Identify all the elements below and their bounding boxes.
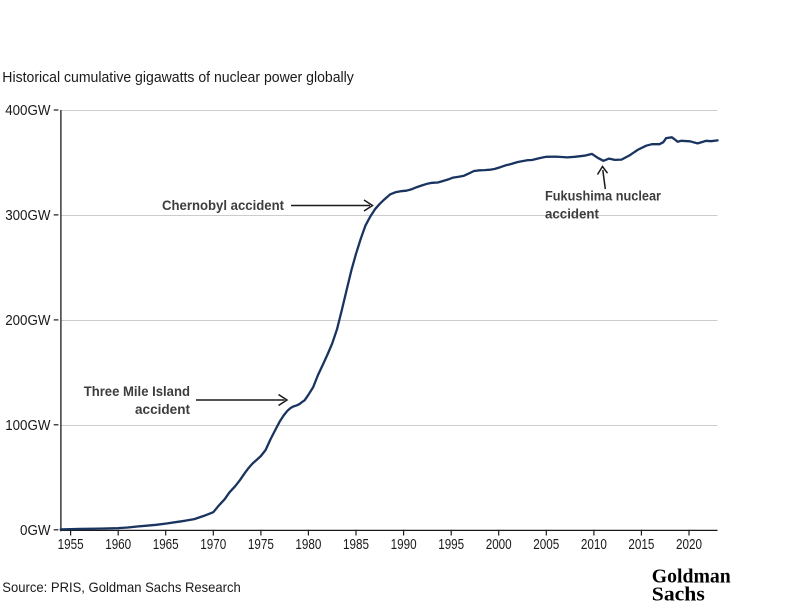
svg-text:Goldman: Goldman	[652, 566, 732, 588]
svg-text:0GW: 0GW	[20, 523, 51, 539]
svg-text:200GW: 200GW	[5, 313, 51, 329]
svg-text:1995: 1995	[438, 537, 464, 553]
svg-text:1955: 1955	[58, 537, 84, 553]
svg-text:2015: 2015	[628, 537, 654, 553]
svg-text:Historical cumulative gigawatt: Historical cumulative gigawatts of nucle…	[2, 69, 354, 86]
svg-text:400GW: 400GW	[5, 103, 51, 119]
svg-text:1970: 1970	[200, 537, 226, 553]
svg-text:Fukushima nuclear: Fukushima nuclear	[545, 189, 662, 204]
svg-text:2010: 2010	[581, 537, 607, 553]
svg-text:2020: 2020	[676, 537, 702, 553]
svg-text:1990: 1990	[391, 537, 417, 553]
svg-text:Sachs: Sachs	[652, 584, 705, 606]
svg-text:2000: 2000	[486, 537, 512, 553]
svg-text:accident: accident	[545, 207, 599, 222]
svg-text:accident: accident	[135, 402, 190, 417]
svg-text:100GW: 100GW	[5, 418, 51, 434]
svg-text:Chernobyl accident: Chernobyl accident	[162, 198, 284, 213]
svg-text:1980: 1980	[295, 537, 321, 553]
svg-text:1960: 1960	[105, 537, 131, 553]
svg-text:2005: 2005	[533, 537, 559, 553]
svg-text:Three Mile Island: Three Mile Island	[84, 384, 190, 399]
svg-text:1975: 1975	[248, 537, 274, 553]
svg-text:1985: 1985	[343, 537, 369, 553]
svg-text:1965: 1965	[153, 537, 179, 553]
svg-text:300GW: 300GW	[5, 208, 51, 224]
svg-text:Source: PRIS, Goldman Sachs Re: Source: PRIS, Goldman Sachs Research	[2, 580, 241, 595]
